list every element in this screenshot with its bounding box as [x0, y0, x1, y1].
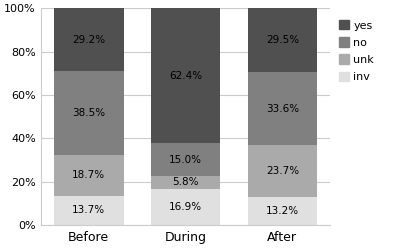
Text: 18.7%: 18.7%	[72, 170, 105, 180]
Bar	[151, 176, 221, 188]
Bar	[247, 145, 317, 197]
Bar	[151, 143, 221, 176]
Bar	[54, 155, 123, 195]
Bar	[247, 197, 317, 225]
Text: 23.7%: 23.7%	[266, 166, 299, 176]
Bar	[54, 8, 123, 71]
Text: 5.8%: 5.8%	[172, 177, 199, 187]
Bar	[151, 8, 221, 143]
Bar	[54, 71, 123, 155]
Text: 62.4%: 62.4%	[169, 71, 202, 81]
Legend: yes, no, unk, inv: yes, no, unk, inv	[339, 20, 374, 82]
Text: 29.2%: 29.2%	[72, 35, 105, 45]
Bar	[247, 8, 317, 72]
Text: 38.5%: 38.5%	[72, 108, 105, 118]
Bar	[151, 188, 221, 225]
Text: 13.2%: 13.2%	[266, 206, 299, 216]
Text: 33.6%: 33.6%	[266, 104, 299, 114]
Bar	[247, 72, 317, 145]
Text: 16.9%: 16.9%	[169, 202, 202, 212]
Text: 29.5%: 29.5%	[266, 35, 299, 45]
Bar	[54, 195, 123, 225]
Text: 15.0%: 15.0%	[169, 155, 202, 165]
Text: 13.7%: 13.7%	[72, 205, 105, 216]
